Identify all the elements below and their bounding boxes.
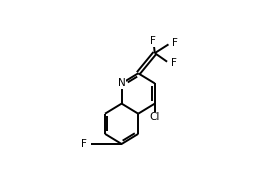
Text: F: F bbox=[150, 36, 155, 46]
Text: Cl: Cl bbox=[150, 112, 160, 122]
Text: N: N bbox=[118, 78, 125, 88]
Text: F: F bbox=[171, 58, 177, 68]
Text: F: F bbox=[81, 139, 87, 149]
Text: F: F bbox=[172, 38, 178, 48]
